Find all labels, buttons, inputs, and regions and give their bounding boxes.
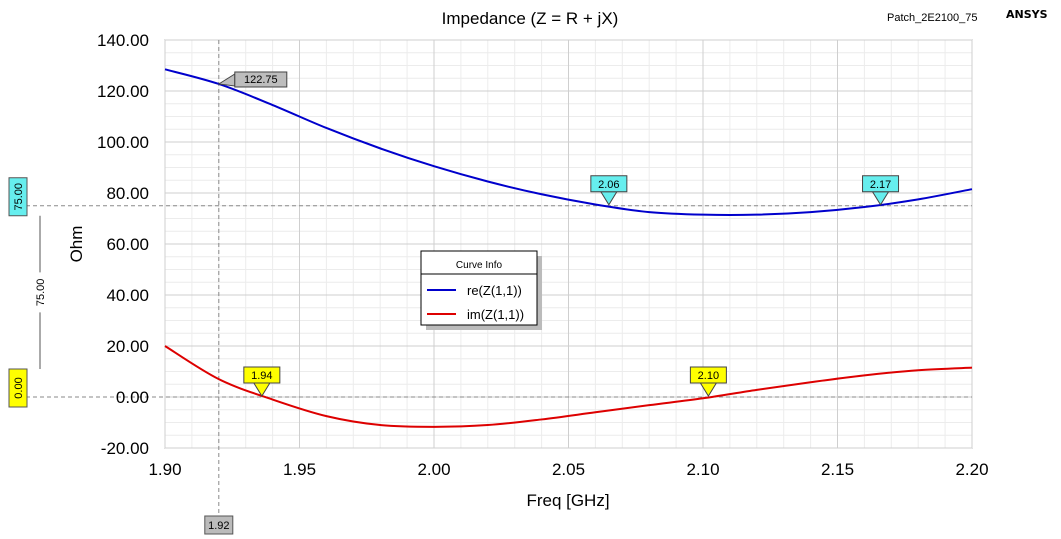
delta-label-bg	[33, 272, 47, 313]
marker-box	[590, 175, 628, 193]
x-tick-label: 1.95	[283, 460, 316, 479]
x-tick-label: 2.00	[417, 460, 450, 479]
y-tick-label: 80.00	[106, 184, 149, 203]
x-tick-label: 2.10	[686, 460, 719, 479]
grid	[164, 39, 973, 449]
ref-tag-label: 1.92	[208, 520, 229, 532]
marker-label: 122.75	[244, 74, 278, 86]
marker-label: 2.17	[870, 179, 891, 191]
legend-title: Curve Info	[456, 260, 503, 271]
y-tick-label: 120.00	[97, 82, 149, 101]
delta-label: 75.00	[35, 279, 47, 307]
ansys-logo: ANSYS	[1006, 8, 1048, 21]
x-tick-label: 1.90	[148, 460, 181, 479]
y-tick-label: 0.00	[116, 388, 149, 407]
legend-label-im: im(Z(1,1))	[467, 307, 524, 322]
y-tick-label: 40.00	[106, 286, 149, 305]
series-lines	[164, 68, 973, 428]
y-axis-label: Ohm	[67, 226, 86, 263]
x-tick-label: 2.20	[955, 460, 988, 479]
y-tick-labels: -20.00 0.00 20.00 40.00 60.00 80.00 100.00 120.…	[97, 31, 149, 458]
marker-label: 2.10	[698, 370, 719, 382]
project-name: Patch_2E2100_75	[887, 12, 978, 24]
x-tick-label: 2.05	[552, 460, 585, 479]
marker-label: 1.94	[251, 370, 272, 382]
ref-tag	[8, 177, 28, 217]
ref-tag-label: 0.00	[13, 377, 25, 398]
marker-box	[862, 175, 900, 193]
series-line-im	[164, 345, 973, 428]
y-tick-label: 100.00	[97, 133, 149, 152]
series-line-re	[164, 68, 973, 216]
x-tick-labels: 1.90 1.95 2.00 2.05 2.10 2.15 2.20	[148, 460, 988, 479]
markers: 122.75 2.06 2.17 1.94 2.10	[217, 71, 900, 397]
reference-lines: 75.00 0.00 1.92 75.00	[8, 40, 972, 535]
legend-label-re: re(Z(1,1))	[467, 283, 522, 298]
ref-tag-label: 75.00	[13, 183, 25, 211]
x-tick-label: 2.15	[821, 460, 854, 479]
marker-box	[234, 71, 288, 88]
marker-box	[243, 366, 281, 384]
marker-box	[689, 366, 727, 384]
ref-tag	[8, 368, 28, 408]
chart-title: Impedance (Z = R + jX)	[442, 9, 619, 28]
y-tick-label: 60.00	[106, 235, 149, 254]
y-tick-label: -20.00	[101, 439, 149, 458]
y-tick-label: 20.00	[106, 337, 149, 356]
ref-tag	[204, 515, 234, 535]
legend-box	[420, 250, 538, 326]
x-axis-label: Freq [GHz]	[526, 491, 609, 510]
marker-label: 2.06	[598, 179, 619, 191]
y-tick-label: 140.00	[97, 31, 149, 50]
legend[interactable]: Curve Info re(Z(1,1)) im(Z(1,1))	[420, 250, 542, 330]
